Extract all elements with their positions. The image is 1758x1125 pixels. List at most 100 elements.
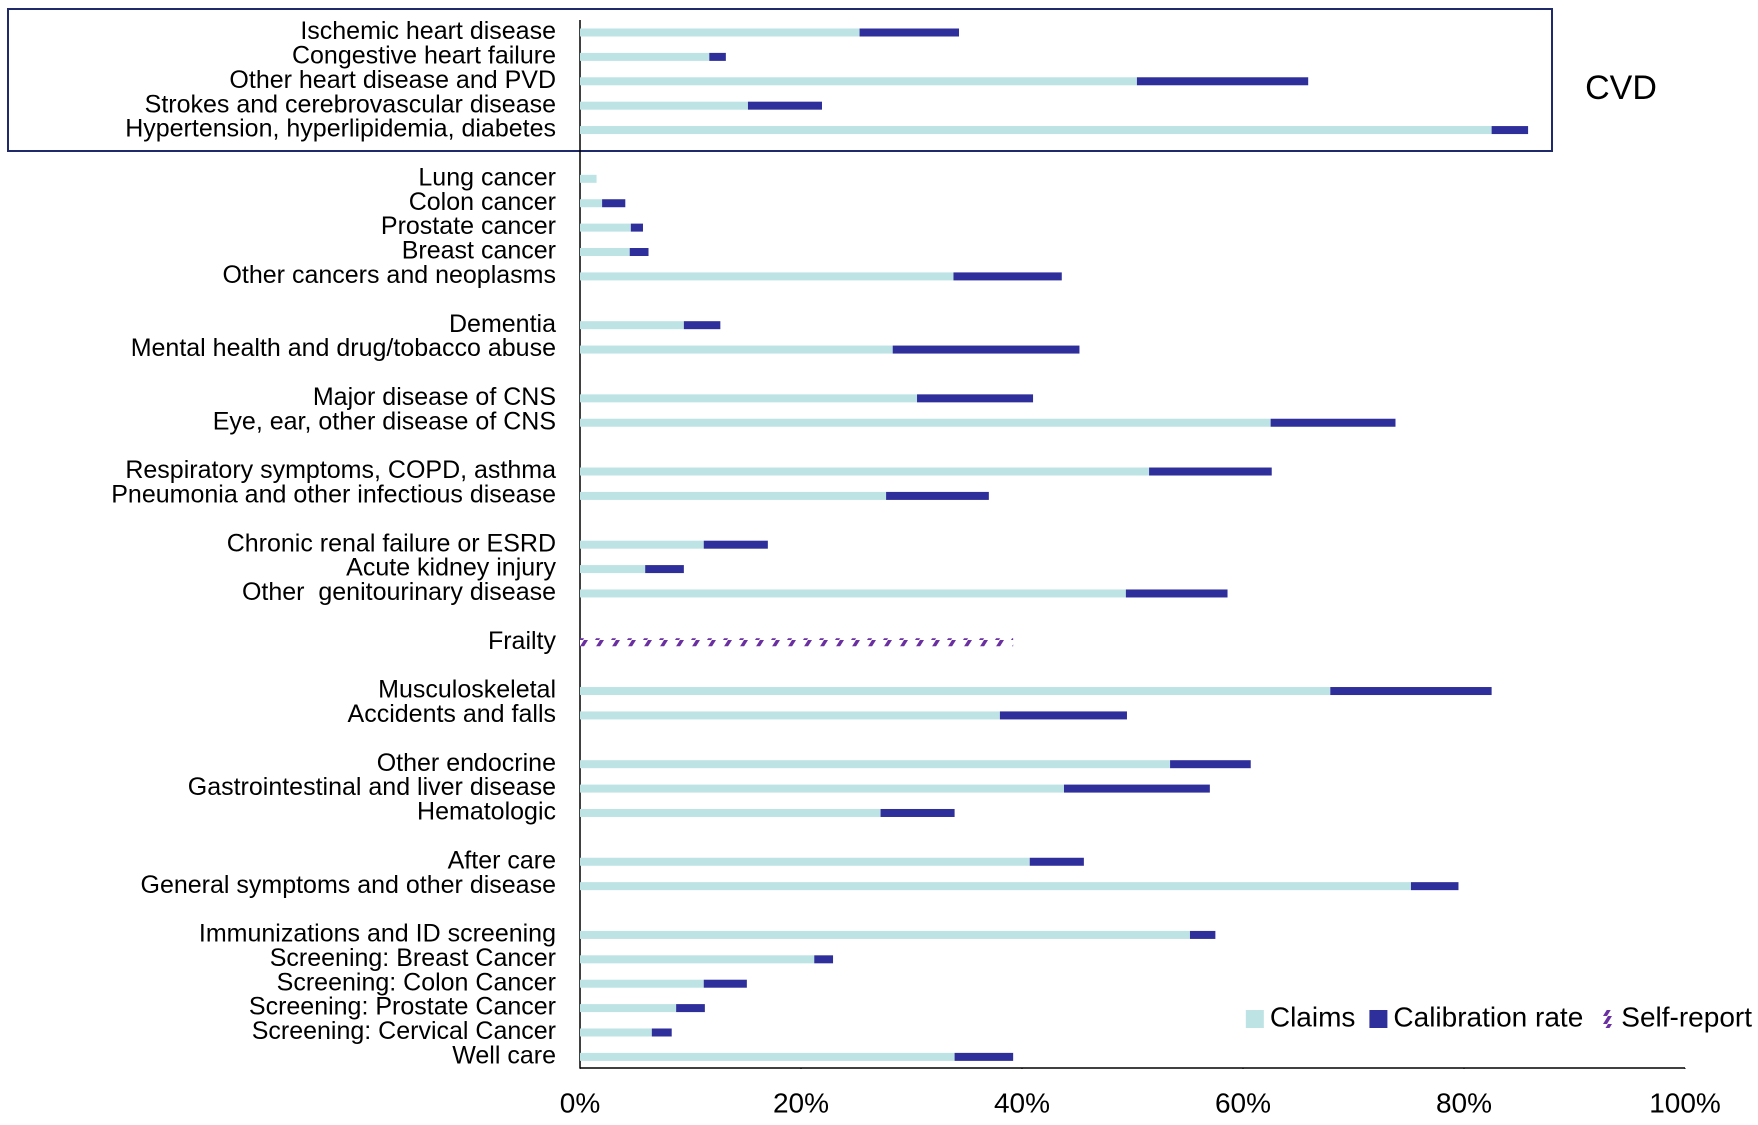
bar-segment	[645, 565, 684, 574]
y-tick-label: Musculoskeletal	[378, 676, 556, 704]
bar-segment	[1063, 784, 1210, 793]
bar-segment	[580, 491, 887, 500]
bar-segment	[580, 589, 1126, 598]
y-tick-label: Chronic renal failure or ESRD	[227, 529, 556, 557]
bar-segment	[1170, 760, 1251, 769]
y-tick-label: Screening: Colon Cancer	[277, 968, 556, 996]
bar-segment	[1136, 77, 1309, 86]
legend-marker	[1245, 1010, 1264, 1028]
legend-label: Calibration rate	[1393, 1001, 1583, 1032]
y-tick-label: Mental health and drug/tobacco abuse	[131, 334, 556, 362]
bar-segment	[580, 174, 597, 183]
y-tick-label: Screening: Prostate Cancer	[249, 993, 556, 1021]
bar-segment	[886, 491, 989, 500]
y-tick-label: Hematologic	[417, 798, 556, 826]
bar-segment	[703, 540, 768, 549]
bar-segment	[676, 1004, 705, 1013]
y-tick-label: Accidents and falls	[348, 700, 556, 728]
y-tick-label: Screening: Breast Cancer	[270, 944, 556, 972]
x-tick-label: 100%	[1649, 1087, 1721, 1118]
bar-segment	[580, 321, 684, 330]
y-tick-label: Pneumonia and other infectious disease	[111, 481, 556, 509]
bar-segment	[880, 808, 955, 817]
legend-label: Claims	[1270, 1001, 1356, 1032]
y-tick-label: Other endocrine	[377, 749, 556, 777]
y-tick-label: Well care	[452, 1041, 556, 1069]
x-tick-label: 40%	[994, 1087, 1050, 1118]
bar-segment	[747, 101, 822, 110]
y-tick-label: Colon cancer	[409, 188, 556, 216]
bar-segment	[580, 784, 1064, 793]
bar-segment	[1330, 687, 1492, 696]
cvd-box	[7, 8, 1553, 152]
bar-segment	[1270, 418, 1396, 427]
y-tick-label: Hypertension, hyperlipidemia, diabetes	[125, 115, 556, 143]
bar-segment	[580, 687, 1331, 696]
x-tick-label: 0%	[560, 1087, 600, 1118]
bar-segment	[580, 126, 1492, 135]
y-tick-label: Other heart disease and PVD	[229, 66, 556, 94]
bar-segment	[1149, 467, 1272, 476]
bar-segment	[602, 199, 626, 208]
bar-segment	[814, 955, 834, 964]
bar-segment	[630, 223, 643, 232]
bar-segment	[1029, 857, 1084, 866]
y-tick-label: Other cancers and neoplasms	[222, 261, 556, 289]
y-tick-label: General symptoms and other disease	[141, 871, 557, 899]
bar-segment	[917, 394, 1034, 403]
bar-segment	[892, 345, 1080, 354]
bar-segment	[580, 77, 1137, 86]
legend-marker	[1369, 1010, 1388, 1028]
x-tick-label: 80%	[1436, 1087, 1492, 1118]
bar-segment	[580, 979, 704, 988]
y-tick-label: Prostate cancer	[381, 212, 556, 240]
bar-segment	[1410, 882, 1459, 891]
y-tick-label: Dementia	[449, 310, 556, 338]
bar-segment	[1491, 126, 1529, 135]
bar-segment	[580, 882, 1411, 891]
y-tick-label: Eye, ear, other disease of CNS	[213, 407, 556, 435]
bar-segment	[580, 101, 748, 110]
y-tick-label: Congestive heart failure	[292, 41, 556, 69]
y-tick-label: After care	[448, 846, 556, 874]
y-tick-label: Acute kidney injury	[346, 554, 556, 582]
bar-segment	[580, 955, 815, 964]
bar-segment	[629, 248, 649, 257]
y-tick-label: Respiratory symptoms, COPD, asthma	[125, 456, 556, 484]
x-tick-label: 60%	[1215, 1087, 1271, 1118]
hatched-bar	[580, 638, 1014, 647]
y-tick-label: Strokes and cerebrovascular disease	[145, 90, 556, 118]
bar-segment	[709, 52, 726, 61]
bar-segment	[580, 345, 893, 354]
bar-segment	[580, 760, 1171, 769]
bar-segment	[683, 321, 721, 330]
bar-segment	[580, 223, 631, 232]
bar-segment	[580, 394, 918, 403]
bar-segment	[580, 808, 881, 817]
y-tick-label: Ischemic heart disease	[300, 17, 556, 45]
bar-segment	[580, 540, 704, 549]
bar-segment	[580, 272, 954, 281]
y-tick-label: Immunizations and ID screening	[199, 920, 556, 948]
bar-segment	[580, 857, 1030, 866]
bar-segment	[953, 272, 1062, 281]
bar-segment	[580, 28, 860, 37]
legend-label: Self-report	[1621, 1001, 1752, 1032]
bar-segment	[580, 418, 1271, 427]
bar-segment	[580, 930, 1190, 939]
bar-segment	[703, 979, 747, 988]
bar-segment	[580, 565, 646, 574]
y-tick-label: Gastrointestinal and liver disease	[188, 773, 556, 801]
y-tick-label: Frailty	[488, 627, 557, 655]
bar-segment	[1189, 930, 1216, 939]
y-tick-label: Other genitourinary disease	[242, 578, 556, 606]
bar-segment	[859, 28, 960, 37]
x-tick-label: 20%	[773, 1087, 829, 1118]
bar-segment	[580, 1052, 955, 1061]
legend-marker	[1597, 1010, 1616, 1028]
bar-segment	[580, 199, 603, 208]
bar-segment	[1125, 589, 1228, 598]
bar-segment	[580, 52, 710, 61]
bar-segment	[580, 1028, 652, 1037]
